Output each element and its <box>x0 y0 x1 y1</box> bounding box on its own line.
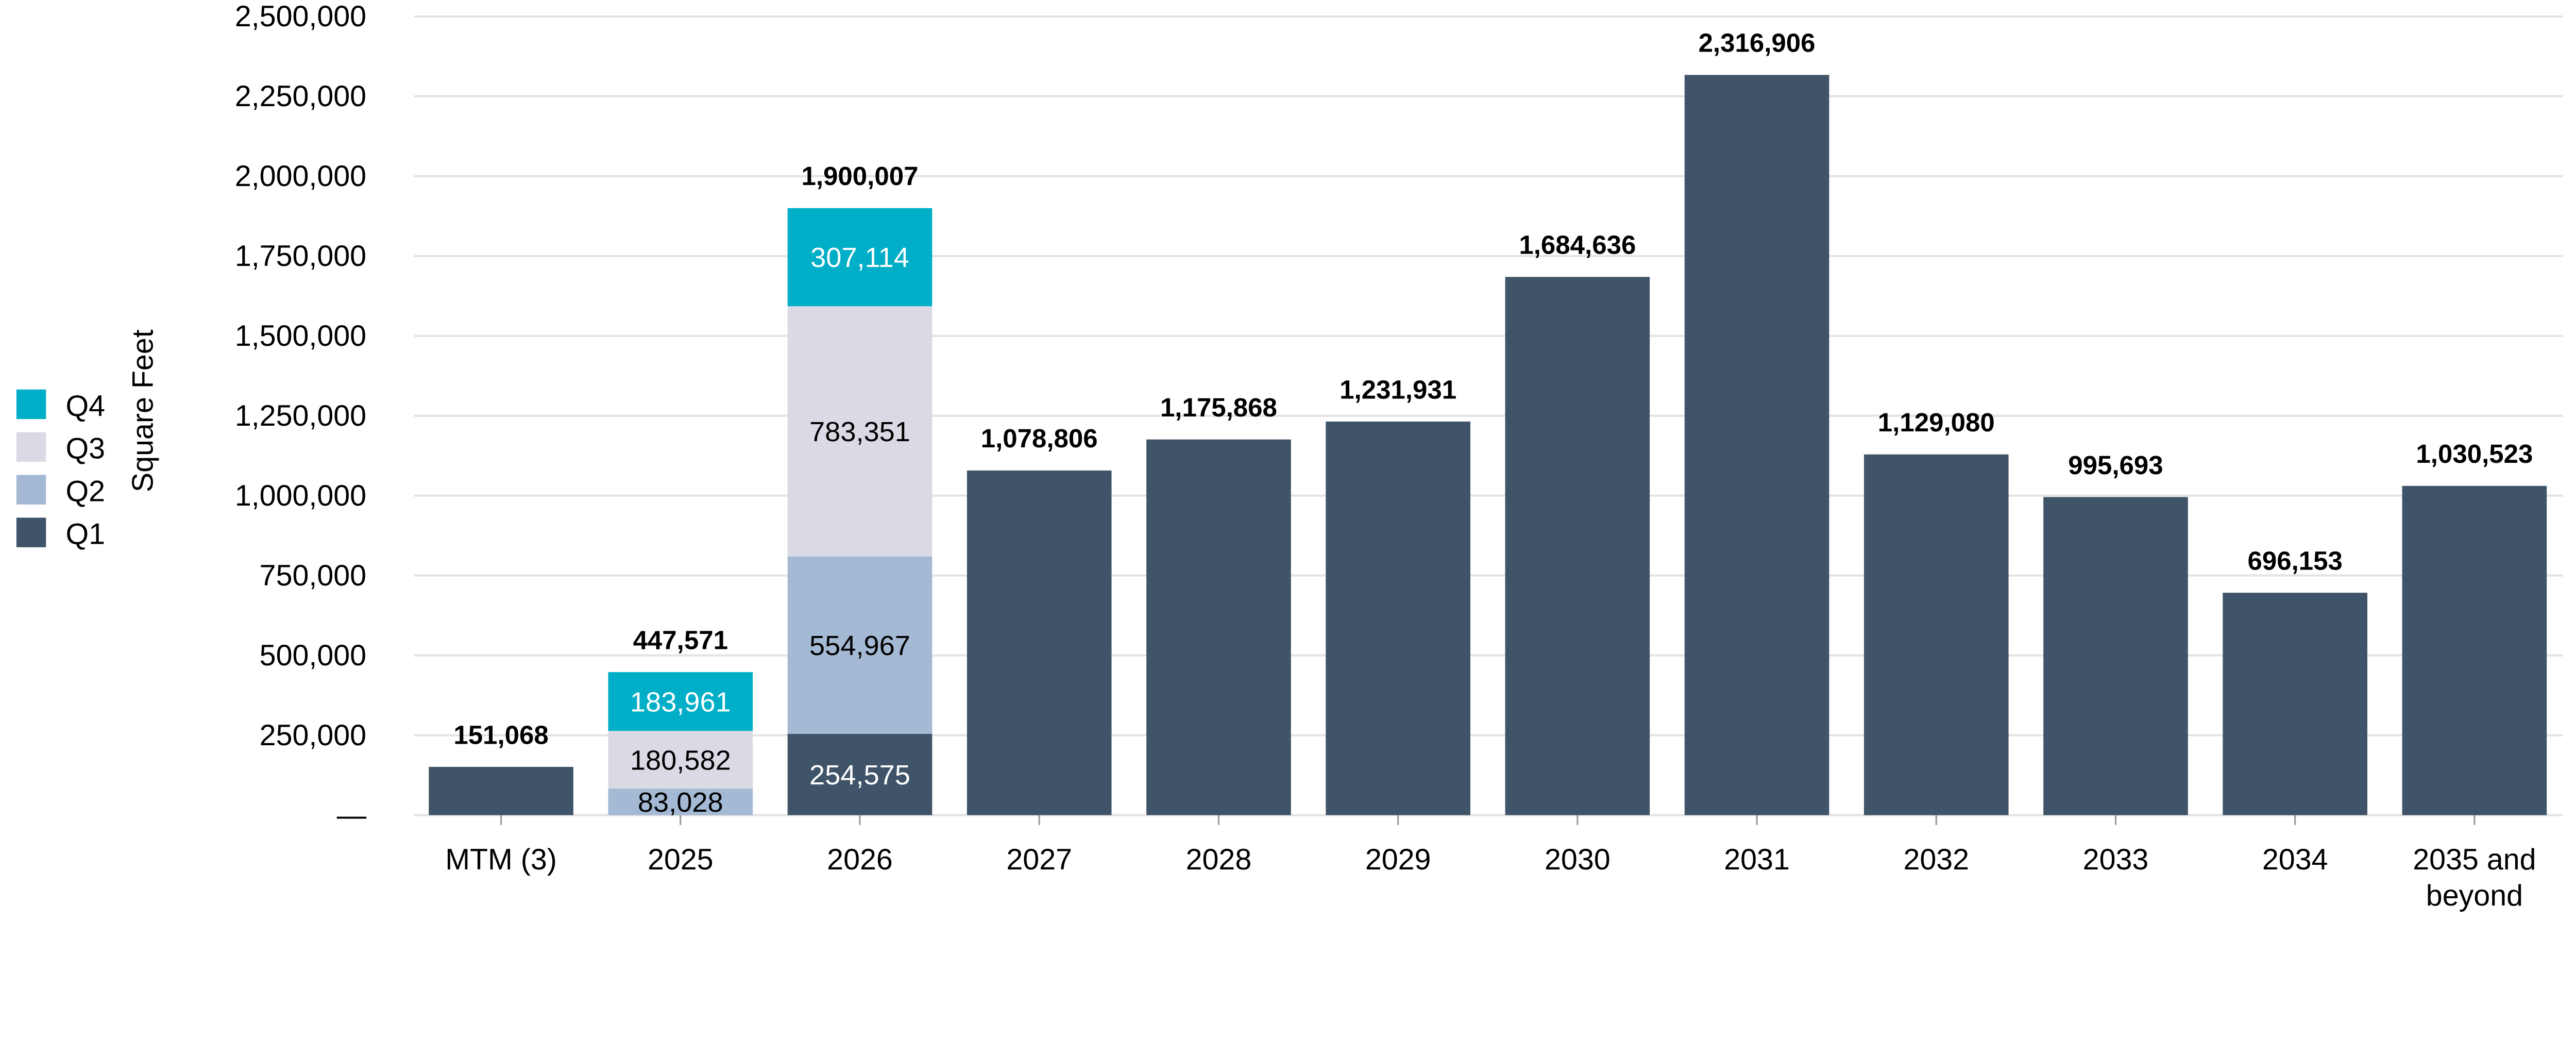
segment-label: 554,967 <box>809 630 910 661</box>
y-tick-label: 1,250,000 <box>235 399 366 432</box>
x-tick-label: 2032 <box>1903 843 1969 876</box>
x-tick-label: 2031 <box>1724 843 1790 876</box>
legend-label-q3: Q3 <box>66 432 106 465</box>
x-tick-label: 2034 <box>2262 843 2328 876</box>
total-label: 1,078,806 <box>981 424 1098 453</box>
x-tick-label: 2035 and <box>2413 843 2536 876</box>
total-label: 1,030,523 <box>2416 439 2533 468</box>
bar-segment-q3 <box>608 731 753 789</box>
x-tick-label: beyond <box>2426 879 2523 912</box>
x-tick-label: 2026 <box>827 843 893 876</box>
legend-swatch-q2 <box>16 475 46 505</box>
y-tick-label: 250,000 <box>260 719 366 752</box>
bar-segment-q2 <box>787 556 933 734</box>
total-label: 1,900,007 <box>802 161 919 191</box>
bar-segment-q1 <box>2043 497 2188 815</box>
segment-label: 180,582 <box>630 745 731 776</box>
segment-label: 83,028 <box>638 787 723 818</box>
y-tick-label: 750,000 <box>260 559 366 592</box>
total-label: 1,231,931 <box>1340 375 1456 404</box>
y-axis-ticks: — 250,000 500,000 750,000 1,000,000 1,250,000… <box>235 0 367 832</box>
bar-segment-q1 <box>1146 439 1291 815</box>
legend-label-q1: Q1 <box>66 517 106 550</box>
y-tick-label: 1,500,000 <box>235 320 366 353</box>
bar-segment-q1 <box>2223 593 2368 815</box>
lease-expiration-chart: — 250,000 500,000 750,000 1,000,000 1,250,000… <box>16 0 2563 912</box>
y-tick-label: 2,500,000 <box>235 0 366 33</box>
bar-segment-q1 <box>787 733 933 815</box>
segment-label: 307,114 <box>810 242 909 273</box>
y-tick-label: 2,250,000 <box>235 80 366 113</box>
legend-label-q2: Q2 <box>66 475 106 508</box>
bar-segment-q4 <box>608 672 753 731</box>
total-label: 696,153 <box>2247 546 2342 575</box>
legend: Q4 Q3 Q2 Q1 <box>16 389 106 550</box>
total-label: 1,175,868 <box>1160 393 1277 422</box>
x-tick-label: 2028 <box>1186 843 1252 876</box>
total-label: 151,068 <box>453 720 548 749</box>
bar-segment-q2 <box>608 789 753 815</box>
bar-segment-q1 <box>1326 421 1470 815</box>
y-tick-label: 2,000,000 <box>235 160 366 193</box>
total-label: 447,571 <box>633 626 728 655</box>
x-tick-label: 2027 <box>1006 843 1072 876</box>
x-axis-ticks: MTM (3) 2025 2026 2027 2028 2029 2030 2031 2032 2… <box>445 815 2536 912</box>
bar-segment-q1 <box>1863 454 2009 815</box>
y-tick-label: 1,750,000 <box>235 240 366 273</box>
segment-label: 254,575 <box>809 760 910 791</box>
x-tick-label: MTM (3) <box>445 843 557 876</box>
x-tick-label: 2025 <box>648 843 714 876</box>
x-tick-label: 2029 <box>1365 843 1431 876</box>
segment-label: 783,351 <box>809 416 910 447</box>
bar-segment-q1 <box>2402 485 2547 815</box>
y-axis-title: Square Feet <box>127 329 160 492</box>
bar-segment-q3 <box>787 306 933 557</box>
bar-segment-q4 <box>787 208 933 307</box>
bars: 151,068 83,028 180,582 183,961 447,571 254,57… <box>429 28 2547 818</box>
total-label: 1,684,636 <box>1519 230 1636 260</box>
segment-label: 183,961 <box>630 686 731 717</box>
total-label: 2,316,906 <box>1699 28 1816 58</box>
gridlines <box>414 15 2563 816</box>
legend-label-q4: Q4 <box>66 390 106 423</box>
bar-segment-q1 <box>429 766 573 815</box>
bar-segment-q1 <box>967 470 1112 815</box>
bar-segment-q1 <box>1505 277 1650 815</box>
total-label: 1,129,080 <box>1878 408 1995 437</box>
x-tick-label: 2030 <box>1545 843 1611 876</box>
bar-segment-q1 <box>1684 75 1829 815</box>
y-tick-label: — <box>337 799 367 832</box>
y-tick-label: 1,000,000 <box>235 479 366 512</box>
total-label: 995,693 <box>2068 450 2163 480</box>
legend-swatch-q1 <box>16 517 46 547</box>
y-tick-label: 500,000 <box>260 639 366 672</box>
x-tick-label: 2033 <box>2083 843 2149 876</box>
legend-swatch-q4 <box>16 389 46 420</box>
legend-swatch-q3 <box>16 432 46 462</box>
